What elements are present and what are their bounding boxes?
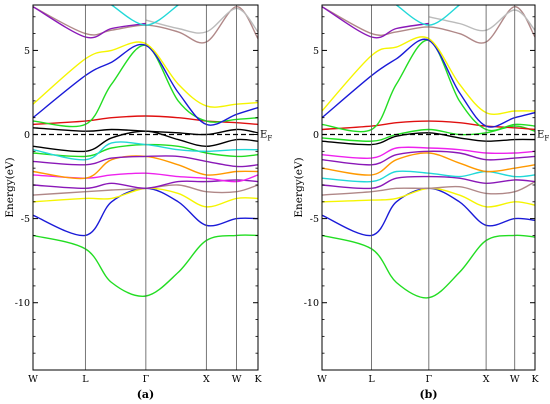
y-tick-label: -5 xyxy=(21,214,30,225)
band-line-blue xyxy=(322,187,535,237)
band-line-red xyxy=(322,120,535,131)
kpoint-label: K xyxy=(254,374,262,385)
band-line-purple xyxy=(33,155,258,168)
band-line-black xyxy=(33,127,258,136)
band-line-green xyxy=(33,234,258,297)
y-tick-label: 5 xyxy=(24,46,30,57)
plot-frame xyxy=(321,4,536,371)
band-line-magenta xyxy=(322,146,535,159)
band-line-green xyxy=(33,143,258,158)
band-line-red xyxy=(33,115,258,126)
band-line-yellow xyxy=(322,187,535,208)
band-line-purple xyxy=(322,150,535,166)
band-line-brown xyxy=(33,5,258,44)
kpoint-label: W xyxy=(510,374,520,385)
fermi-level-label: EF xyxy=(260,130,272,143)
kpoint-label: W xyxy=(28,374,38,385)
band-line-brown xyxy=(33,184,258,196)
kpoint-label: L xyxy=(82,374,89,385)
band-line-purple xyxy=(33,6,146,39)
y-tick-label: -10 xyxy=(15,298,30,309)
band-line-green xyxy=(322,125,535,142)
kpoint-label: X xyxy=(203,374,210,385)
band-line-cyan xyxy=(396,5,460,26)
band-line-green xyxy=(322,234,535,299)
band-line-yellow xyxy=(33,187,258,208)
band-line-gray xyxy=(145,7,258,34)
kpoint-label: L xyxy=(368,374,375,385)
y-tick-label: -10 xyxy=(304,298,319,309)
y-tick-label: -5 xyxy=(310,214,319,225)
band-line-brown xyxy=(322,180,535,196)
y-axis-label: Energy(eV) xyxy=(4,157,16,217)
band-line-green xyxy=(322,39,535,133)
fermi-level-label: EF xyxy=(537,130,549,143)
band-line-green xyxy=(33,44,258,128)
band-line-blue xyxy=(33,187,258,237)
band-line-cyan xyxy=(111,5,179,26)
band-line-cyan xyxy=(322,170,535,183)
band-line-purple xyxy=(322,6,429,39)
band-line-orange xyxy=(322,152,535,176)
band-line-gray xyxy=(428,9,535,32)
kpoint-label: K xyxy=(531,374,539,385)
band-line-cyan xyxy=(33,141,258,161)
kpoint-label: X xyxy=(483,374,490,385)
band-line-purple xyxy=(33,179,258,190)
y-axis-label: Energy(eV) xyxy=(293,157,305,217)
kpoint-label: Γ xyxy=(143,374,150,385)
kpoint-label: W xyxy=(232,374,242,385)
band-line-orange xyxy=(33,155,258,180)
band-lines xyxy=(33,5,258,297)
panel-label: (a) xyxy=(137,388,155,401)
panel-label: (b) xyxy=(419,388,437,401)
y-tick-label: 0 xyxy=(24,130,30,141)
plot-frame xyxy=(32,4,259,371)
band-panel-a: 5 0 -5 -10 W L Γ X W K Energy(eV) EF (a) xyxy=(4,4,272,401)
y-tick-label: 0 xyxy=(313,130,319,141)
band-line-brown xyxy=(322,6,535,44)
y-tick-label: 5 xyxy=(313,46,319,57)
kpoint-label: Γ xyxy=(426,374,433,385)
band-line-purple xyxy=(322,175,535,190)
kpoint-label: W xyxy=(317,374,327,385)
